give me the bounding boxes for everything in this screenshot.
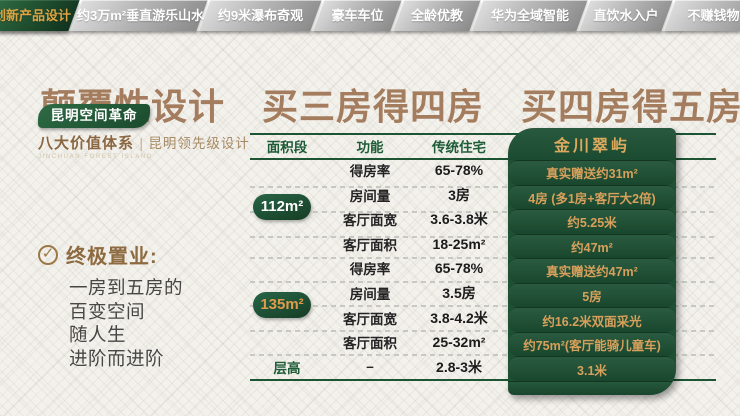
trad-cell: 3.6-3.8米 [430,211,488,228]
col-header-func: 功能 [356,139,384,155]
tab-property[interactable]: 不赚钱物业 [664,0,740,31]
trad-cell: 2.8-3米 [436,358,482,375]
col-header-trad: 传统住宅 [432,139,486,155]
func-cell: 客厅面积 [343,336,397,352]
trad-cell: 3.8-4.2米 [430,309,488,326]
tab-label: 全龄优教 [410,8,463,23]
table-top-border [250,133,716,135]
spec-table: 面积段 功能 传统住宅 得房率 65-78% 房间量 3房 客厅面宽 3.6-3… [250,133,502,379]
trad-cell: 18-25m² [432,235,486,252]
panel-row: 约47m² [508,233,676,259]
note-body: 一房到五房的 百变空间 随人生 进阶而进阶 [38,276,183,370]
trad-cell: 3.5房 [442,285,476,301]
top-tab-bar: 创新产品设计 约3万m²垂直游乐山水 约9米瀑布奇观 豪车车位 全龄优教 华为全… [0,0,740,31]
tab-label: 直饮水入户 [593,8,659,23]
panel-footer-band [508,380,676,395]
func-cell: 房间量 [349,188,391,204]
table-bottom-border [250,379,716,381]
trad-cell: 65-78% [434,260,484,277]
func-cell: 房间量 [349,287,391,302]
kunming-space-badge: 昆明空间革命 [38,104,150,128]
tab-waterfall[interactable]: 约9米瀑布奇观 [199,0,322,31]
tab-label: 创新产品设计 [0,8,71,23]
func-cell: 客厅面宽 [343,213,397,229]
tab-drinking-water[interactable]: 直饮水入户 [579,0,673,31]
trad-cell: 25-32m² [432,334,486,351]
table-header-underline [250,158,716,160]
tab-label: 豪车车位 [331,8,384,23]
tab-vertical-park[interactable]: 约3万m²垂直游乐山水 [71,0,208,31]
floor-height-label: 层高 [273,360,301,376]
area-cell [250,232,324,257]
area-cell [250,256,324,281]
row-divider [250,329,716,332]
panel-row: 4房 (多1房+客厅大2倍) [508,184,676,210]
note-line: 一房到五房的 [69,277,184,298]
area-pill-135: 135m² [253,292,311,318]
row-divider [250,235,716,238]
trad-cell: 3房 [448,186,470,203]
tab-label: 约9米瀑布奇观 [217,8,304,23]
page-title: 颠覆性设计 买三房得四房 买四房得五房 [40,86,740,129]
panel-row: 真实赠送约47m² [508,258,676,283]
tab-label: 华为全域智能 [490,8,569,23]
panel-row: 约16.2米双面采光 [508,307,676,332]
col-header-area: 面积段 [266,139,308,155]
func-cell: 客厅面积 [343,237,397,253]
note-line: 进阶而进阶 [69,347,165,369]
ultimate-home-note: 终极置业: 一房到五房的 百变空间 随人生 进阶而进阶 [38,240,183,370]
brand-primary: 八大价值体系 [38,134,135,152]
brand-secondary: 昆明领先级设计 [148,136,250,152]
brand-line: 八大价值体系 | 昆明领先级设计 JINCHUAN FOREST ISLAND [38,132,250,160]
area-cell [250,330,324,355]
tab-label: 约3万m²垂直游乐山水 [77,8,205,23]
check-circle-icon [38,244,58,265]
panel-row: 3.1米 [508,356,676,381]
panel-row: 约5.25米 [508,209,676,234]
panel-row: 真实赠送约31m² [508,160,676,185]
row-divider [250,305,716,307]
row-divider [250,210,716,213]
row-divider [250,256,716,259]
area-cell [250,158,324,183]
trad-cell: 65-78% [434,162,484,179]
func-cell: – [366,359,374,375]
note-line: 随人生 [69,324,127,345]
area-pill-112: 112m² [253,194,311,220]
tab-parking[interactable]: 豪车车位 [313,0,402,31]
func-cell: 得房率 [349,164,391,180]
note-line: 百变空间 [69,300,146,322]
func-cell: 客厅面宽 [343,311,397,327]
panel-title: 金川翠屿 [508,128,676,160]
row-divider [250,354,716,356]
tab-label: 不赚钱物业 [687,8,740,23]
tab-innovative-product-design[interactable]: 创新产品设计 [0,0,80,31]
panel-row: 5房 [508,282,676,308]
func-cell: 得房率 [349,262,391,278]
row-divider [250,185,716,188]
tab-huawei-smart[interactable]: 华为全域智能 [472,0,588,31]
brand-caption: JINCHUAN FOREST ISLAND [38,154,153,160]
jinchuan-cuiyu-panel: 金川翠屿 真实赠送约31m² 4房 (多1房+客厅大2倍) 约5.25米 约47… [508,128,676,395]
tab-education[interactable]: 全龄优教 [393,0,481,31]
row-divider [250,280,716,283]
note-heading: 终极置业: [66,246,158,268]
brand-divider: | [139,137,144,152]
panel-row: 约75m²(客厅能骑儿童车) [508,331,676,357]
